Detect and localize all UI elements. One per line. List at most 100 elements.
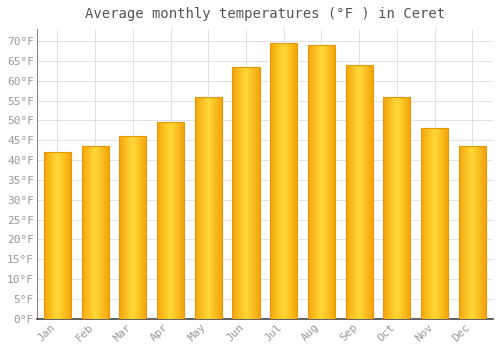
Bar — [59, 152, 60, 319]
Bar — [467, 146, 468, 319]
Bar — [86, 146, 87, 319]
Bar — [239, 67, 240, 319]
Bar — [194, 97, 196, 319]
Bar — [351, 65, 352, 319]
Bar — [473, 146, 474, 319]
Bar — [258, 67, 259, 319]
Bar — [350, 65, 351, 319]
Bar — [68, 152, 69, 319]
Bar — [482, 146, 483, 319]
Bar — [475, 146, 476, 319]
Bar — [444, 128, 445, 319]
Bar — [58, 152, 59, 319]
Bar — [141, 136, 142, 319]
Bar — [232, 67, 260, 319]
Bar — [368, 65, 370, 319]
Bar — [283, 43, 284, 319]
Bar — [234, 67, 235, 319]
Bar — [280, 43, 281, 319]
Bar — [421, 128, 448, 319]
Bar — [91, 146, 92, 319]
Bar — [92, 146, 93, 319]
Bar — [212, 97, 213, 319]
Bar — [66, 152, 67, 319]
Bar — [120, 136, 146, 319]
Bar — [430, 128, 431, 319]
Bar — [428, 128, 429, 319]
Bar — [463, 146, 464, 319]
Bar — [391, 97, 392, 319]
Bar — [399, 97, 400, 319]
Bar — [442, 128, 444, 319]
Bar — [233, 67, 234, 319]
Bar — [386, 97, 388, 319]
Bar — [392, 97, 393, 319]
Bar — [138, 136, 139, 319]
Bar — [162, 122, 163, 319]
Bar — [237, 67, 238, 319]
Bar — [332, 45, 333, 319]
Bar — [284, 43, 285, 319]
Bar — [370, 65, 372, 319]
Bar — [200, 97, 201, 319]
Bar — [480, 146, 481, 319]
Bar — [286, 43, 287, 319]
Bar — [183, 122, 184, 319]
Bar — [255, 67, 256, 319]
Bar — [287, 43, 288, 319]
Bar — [199, 97, 200, 319]
Bar — [352, 65, 353, 319]
Bar — [401, 97, 402, 319]
Bar — [406, 97, 407, 319]
Bar — [361, 65, 362, 319]
Bar — [353, 65, 354, 319]
Bar — [470, 146, 471, 319]
Bar — [166, 122, 167, 319]
Bar — [251, 67, 252, 319]
Bar — [90, 146, 91, 319]
Bar — [289, 43, 290, 319]
Bar — [163, 122, 164, 319]
Bar — [178, 122, 179, 319]
Bar — [232, 67, 233, 319]
Bar — [348, 65, 349, 319]
Bar — [252, 67, 253, 319]
Bar — [94, 146, 95, 319]
Bar — [197, 97, 198, 319]
Bar — [405, 97, 406, 319]
Bar — [346, 65, 372, 319]
Bar — [204, 97, 205, 319]
Bar — [282, 43, 283, 319]
Title: Average monthly temperatures (°F ) in Ceret: Average monthly temperatures (°F ) in Ce… — [85, 7, 445, 21]
Bar — [397, 97, 398, 319]
Bar — [407, 97, 408, 319]
Bar — [471, 146, 472, 319]
Bar — [174, 122, 176, 319]
Bar — [404, 97, 405, 319]
Bar — [347, 65, 348, 319]
Bar — [102, 146, 104, 319]
Bar — [167, 122, 168, 319]
Bar — [278, 43, 279, 319]
Bar — [124, 136, 126, 319]
Bar — [364, 65, 366, 319]
Bar — [54, 152, 56, 319]
Bar — [460, 146, 461, 319]
Bar — [466, 146, 467, 319]
Bar — [275, 43, 276, 319]
Bar — [142, 136, 143, 319]
Bar — [127, 136, 128, 319]
Bar — [248, 67, 250, 319]
Bar — [434, 128, 436, 319]
Bar — [235, 67, 236, 319]
Bar — [164, 122, 165, 319]
Bar — [324, 45, 325, 319]
Bar — [446, 128, 447, 319]
Bar — [182, 122, 183, 319]
Bar — [50, 152, 51, 319]
Bar — [126, 136, 127, 319]
Bar — [137, 136, 138, 319]
Bar — [327, 45, 328, 319]
Bar — [329, 45, 330, 319]
Bar — [136, 136, 137, 319]
